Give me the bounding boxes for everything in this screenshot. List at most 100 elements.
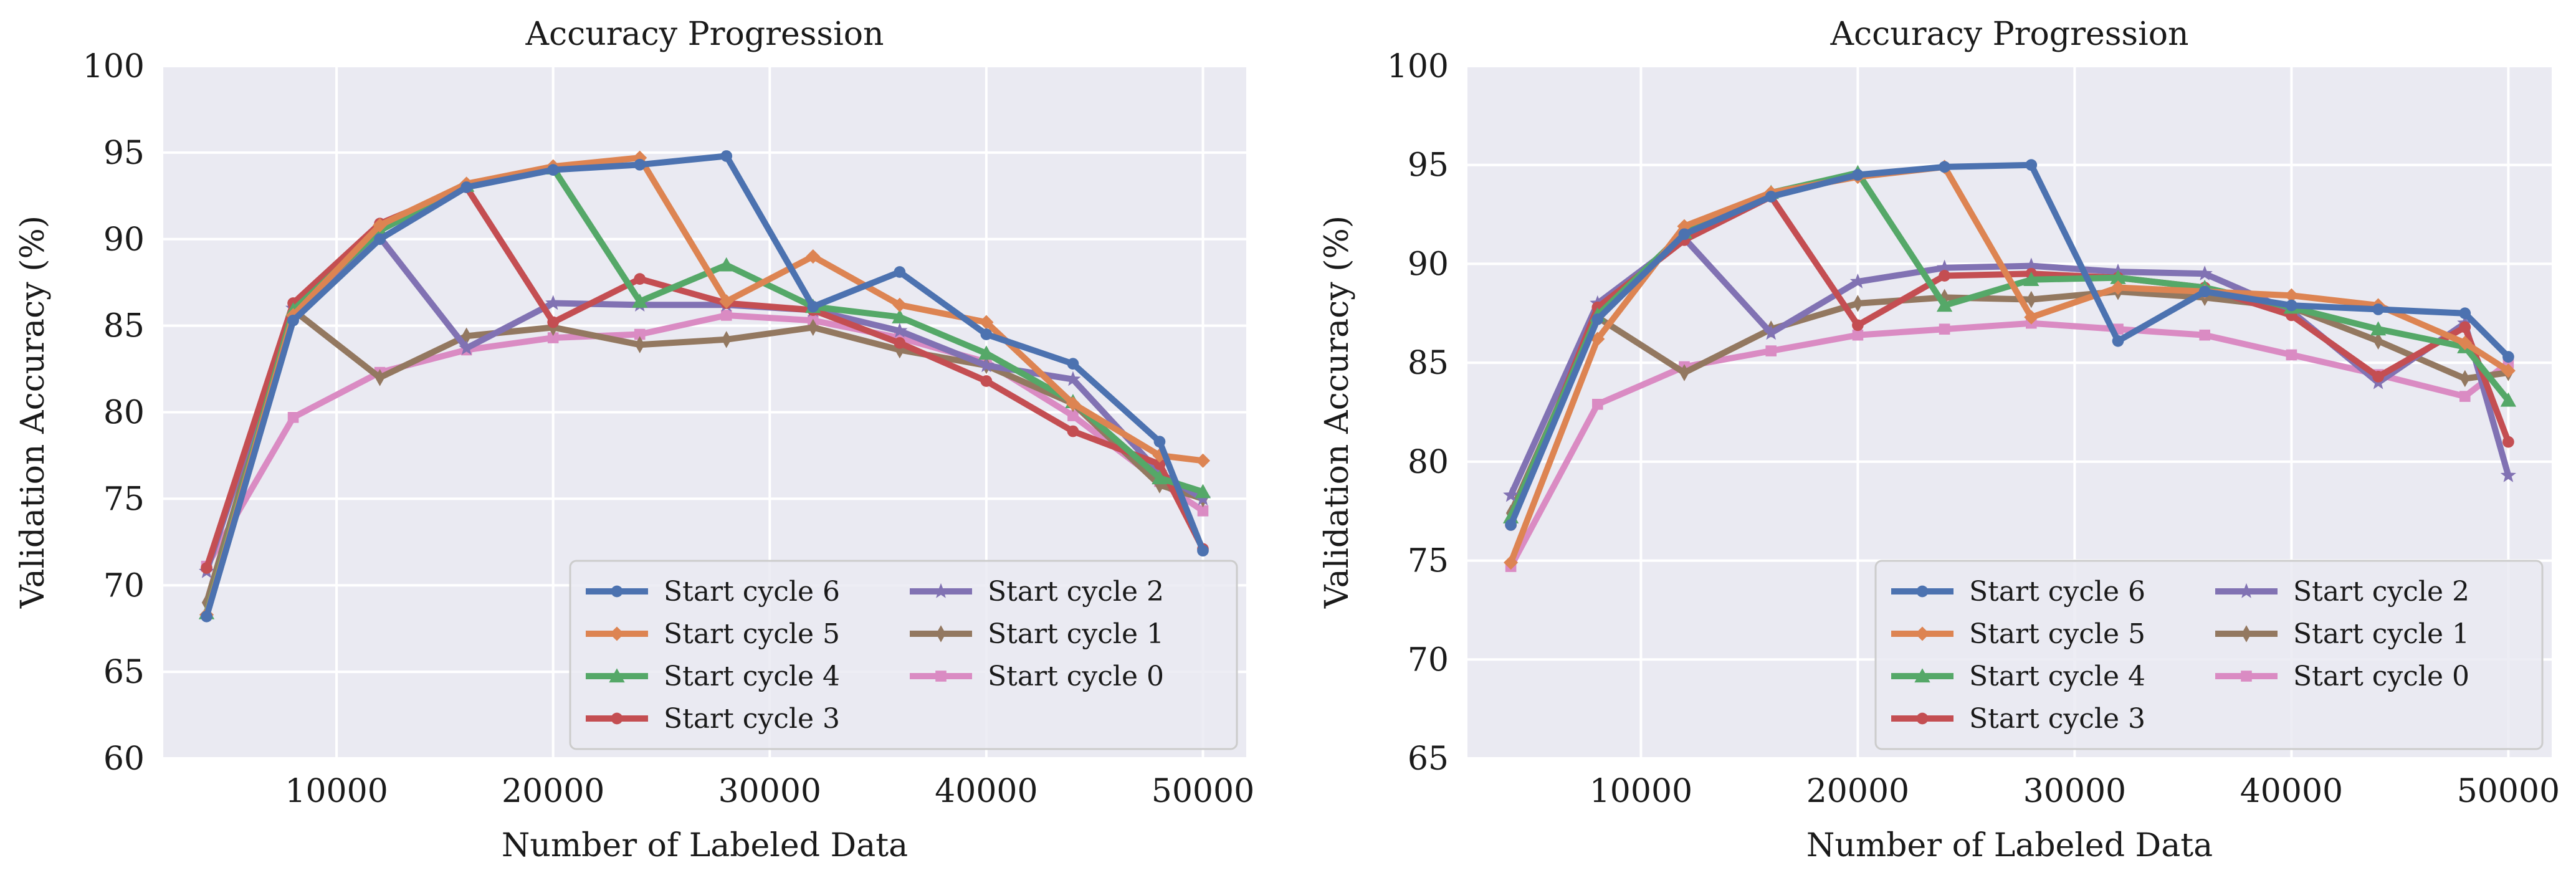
data-point [806, 249, 821, 264]
y-tick-label-right: 80 [1408, 444, 1449, 481]
tick-labels-right: 10000 20000 30000 40000 50000 65 70 75 80 85 90 95 1… [1387, 48, 2560, 810]
legend-label: Start cycle 3 [664, 703, 840, 735]
data-point [2024, 310, 2039, 325]
y-axis-label-right: Validation Accuracy (%) [1319, 216, 1356, 609]
legend-label: Start cycle 5 [664, 618, 840, 650]
data-point [1503, 487, 1519, 502]
data-point [2500, 392, 2517, 407]
data-point [719, 294, 734, 309]
data-point [1679, 364, 1689, 381]
y-tick-label-left: 85 [103, 308, 145, 345]
data-point [2502, 351, 2514, 363]
data-point [1067, 358, 1079, 370]
legend-item: Start cycle 4 [586, 661, 840, 692]
data-point [373, 217, 388, 233]
series-right [1502, 159, 2517, 572]
data-point [460, 181, 472, 193]
data-point [808, 318, 818, 337]
data-point [720, 150, 733, 162]
legend-right: Start cycle 6 Start cycle 5 Start cycle 4 S… [1874, 560, 2544, 750]
data-point [807, 300, 819, 313]
y-tick-label-right: 75 [1408, 543, 1449, 580]
data-point [2286, 299, 2297, 312]
x-tick-label-left: 50000 [1152, 773, 1254, 810]
legend-item: Start cycle 2 [2215, 576, 2469, 608]
legend-left: Start cycle 6 Start cycle 5 Start cycle 4 S… [569, 560, 1238, 750]
data-point [2199, 329, 2210, 341]
data-point [1195, 484, 1211, 499]
data-point [1765, 345, 1777, 356]
data-point [2025, 159, 2038, 171]
data-point [892, 309, 908, 323]
legend-item: Start cycle 6 [1891, 576, 2145, 608]
data-point [980, 375, 993, 387]
y-tick-label-left: 80 [103, 394, 145, 432]
data-point [1590, 332, 1605, 346]
y-tick-label-right: 100 [1387, 48, 1449, 85]
legend-label: Start cycle 4 [664, 661, 840, 692]
x-tick-label-left: 20000 [502, 773, 604, 810]
data-point [634, 273, 646, 285]
data-point [201, 610, 212, 623]
data-point [1591, 313, 1604, 325]
data-point [287, 412, 299, 423]
data-point [459, 340, 475, 355]
data-point [2460, 370, 2470, 388]
data-point [1505, 519, 1517, 531]
legend-marker [1916, 585, 1929, 598]
legend-marker [611, 712, 623, 725]
data-point [2284, 288, 2299, 303]
legend-label: Start cycle 2 [988, 576, 1164, 608]
x-tick-label-left: 40000 [935, 773, 1038, 810]
data-point [2372, 303, 2384, 315]
data-point [547, 332, 559, 343]
legend-marker [609, 626, 624, 641]
legend-item: Start cycle 3 [1891, 703, 2145, 735]
y-tick-label-left: 90 [103, 221, 145, 259]
data-point [1853, 295, 1863, 312]
data-point [2459, 307, 2471, 320]
data-point [2197, 265, 2213, 280]
data-point [2286, 349, 2297, 361]
legend-marker [609, 668, 625, 683]
legend-marker [935, 671, 947, 682]
legend-marker [611, 585, 623, 598]
legend-label: Start cycle 6 [664, 576, 840, 608]
chart-title-right: Accuracy Progression [1829, 16, 2188, 53]
legend-label: Start cycle 2 [2293, 576, 2469, 608]
data-point [979, 315, 994, 330]
data-point [1153, 458, 1166, 470]
y-tick-label-left: 100 [83, 48, 145, 85]
legend-item: Start cycle 5 [1891, 618, 2145, 650]
data-point [2373, 332, 2383, 350]
data-point [892, 322, 908, 338]
data-point [2023, 257, 2039, 273]
data-point [287, 314, 299, 327]
legend-marker [2241, 671, 2252, 682]
data-point [720, 310, 732, 321]
data-point [2372, 371, 2384, 383]
legend-item: Start cycle 3 [586, 703, 840, 735]
data-point [718, 257, 735, 272]
x-axis-label-right: Number of Labeled Data [1806, 827, 2213, 864]
tick-labels-left: 10000 20000 30000 40000 50000 60 65 70 75 80 85 90 9… [83, 48, 1254, 810]
data-point [634, 328, 646, 340]
legend-item: Start cycle 4 [1891, 661, 2145, 692]
legend-label: Start cycle 4 [1969, 661, 2145, 692]
legend-box [1874, 560, 2544, 750]
series-start-cycle-6-left [201, 150, 1209, 623]
data-point [1152, 470, 1168, 485]
data-point [547, 316, 560, 328]
data-point [894, 266, 906, 278]
x-tick-label-right: 30000 [2023, 773, 2126, 810]
data-point [978, 357, 995, 373]
x-tick-label-right: 20000 [1806, 773, 1909, 810]
data-point [2198, 285, 2211, 298]
data-point [1066, 396, 1080, 411]
data-point [892, 297, 907, 312]
data-point [2026, 290, 2036, 308]
data-point [632, 294, 648, 308]
y-tick-label-left: 75 [103, 480, 145, 518]
y-tick-label-right: 85 [1408, 345, 1449, 382]
data-point [2459, 321, 2471, 333]
